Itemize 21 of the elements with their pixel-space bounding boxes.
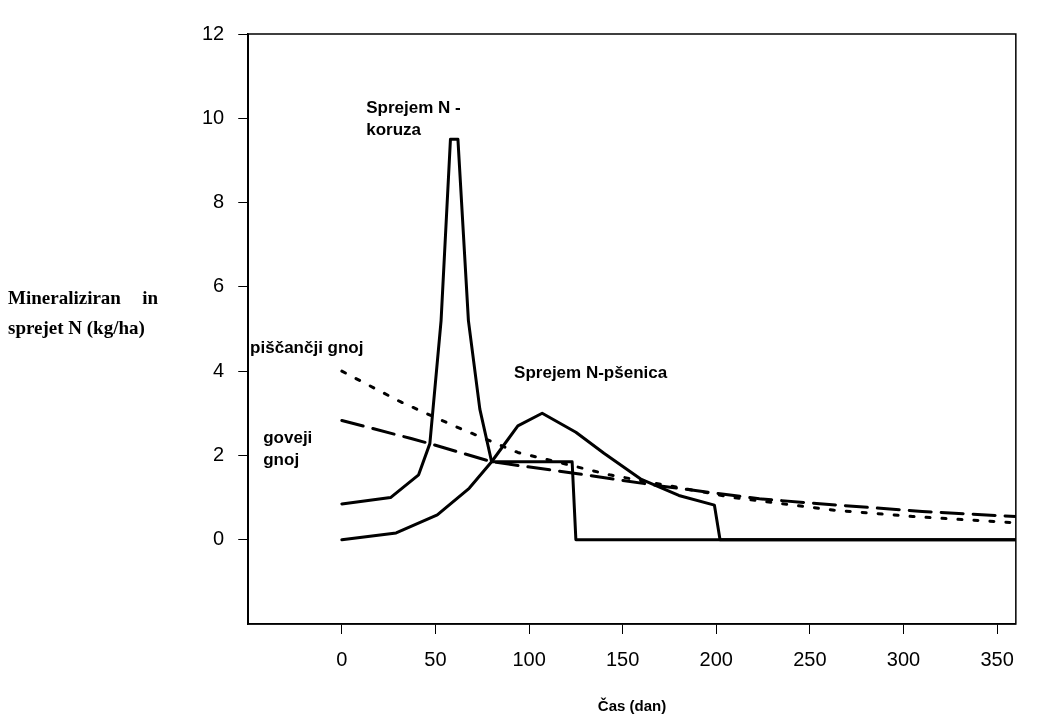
x-tick-label: 100 [512, 647, 546, 670]
y-tick-label: 6 [213, 274, 225, 297]
series-label: Sprejem N - koruza [366, 97, 461, 139]
series-label: piščančji gnoj [250, 337, 364, 357]
x-tick-label: 250 [793, 647, 827, 670]
y-tick-label: 12 [202, 21, 225, 44]
text: Sprejem N-pšenica [514, 363, 668, 383]
y-tick-label: 10 [202, 105, 225, 128]
y-tick-label: 0 [213, 527, 225, 550]
x-tick-label: 0 [336, 647, 348, 670]
y-tick-label: 4 [213, 358, 225, 381]
series-label: goveji gnoj [263, 428, 313, 470]
y-axis-title: Mineraliziran in sprejet N (kg/ha) [8, 286, 158, 340]
x-tick-label: 200 [699, 647, 733, 670]
x-tick-label: 150 [606, 647, 640, 670]
y-tick-label: 8 [213, 190, 225, 213]
x-tick-label: 300 [886, 647, 921, 670]
x-tick-label: 350 [980, 647, 1014, 670]
y-tick-label: 2 [213, 442, 225, 465]
x-tick-label: 50 [424, 647, 447, 670]
x-axis-title: Čas (dan) [597, 697, 667, 715]
